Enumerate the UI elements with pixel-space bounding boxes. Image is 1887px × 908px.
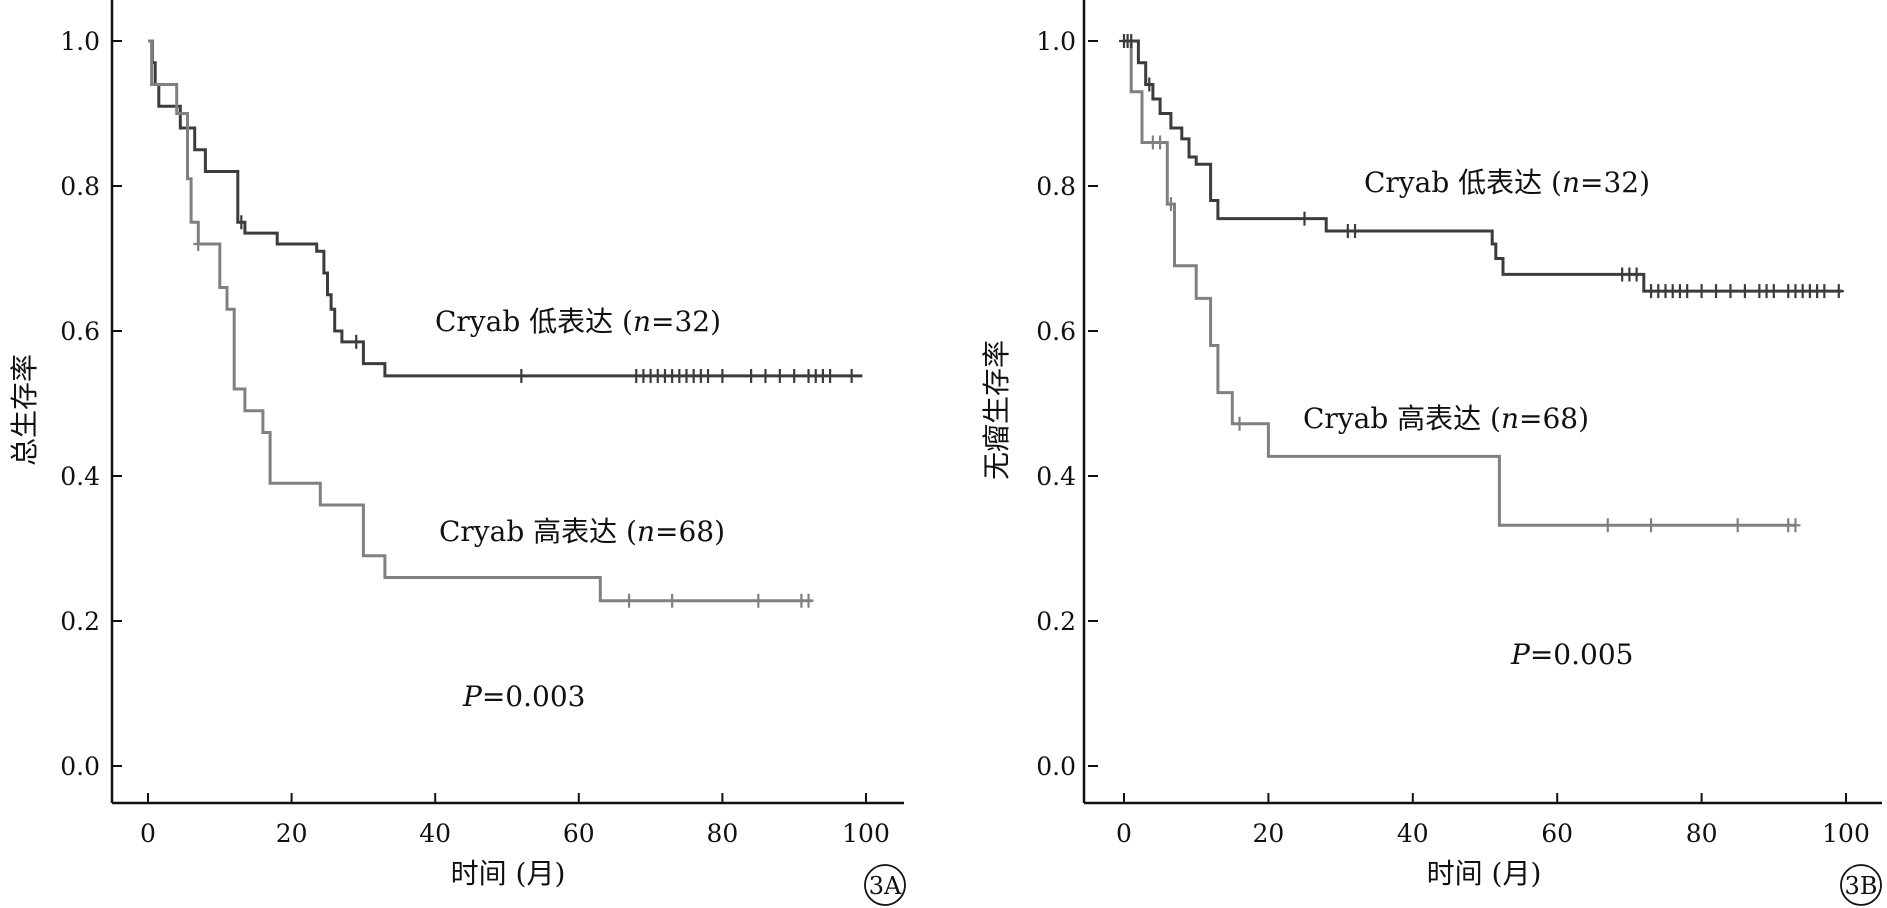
panel-label-3a: 3A bbox=[864, 864, 906, 906]
y-tick-label: 0.6 bbox=[60, 317, 100, 346]
censor-mark bbox=[1682, 284, 1693, 299]
svg-text:3B: 3B bbox=[1845, 872, 1878, 900]
y-axis-title: 无瘤生存率 bbox=[980, 340, 1013, 480]
y-tick-label: 0.0 bbox=[60, 752, 100, 781]
censor-mark bbox=[193, 237, 204, 251]
censor-mark bbox=[825, 368, 836, 383]
y-axis-title: 总生存率 bbox=[8, 354, 41, 466]
censor-mark bbox=[236, 215, 247, 230]
survival-curves bbox=[148, 39, 863, 603]
x-tick-label: 80 bbox=[1686, 819, 1718, 848]
tick-marks bbox=[112, 40, 867, 803]
censor-mark bbox=[717, 368, 728, 383]
chart-axes bbox=[1082, 0, 1882, 805]
x-tick-label: 40 bbox=[419, 819, 451, 848]
chart-axes bbox=[110, 0, 904, 805]
svg-text:3A: 3A bbox=[869, 872, 902, 900]
censor-mark bbox=[1739, 284, 1750, 299]
censor-mark bbox=[1126, 34, 1137, 48]
censor-mark bbox=[1299, 211, 1310, 226]
x-tick-label: 60 bbox=[563, 819, 595, 848]
x-tick-label: 100 bbox=[842, 819, 890, 848]
tick-marks bbox=[1088, 40, 1847, 803]
censor-mark bbox=[760, 368, 771, 383]
panel-label-3b: 3B bbox=[1840, 864, 1882, 906]
x-tick-label: 100 bbox=[1822, 819, 1870, 848]
censor-mark bbox=[1696, 284, 1707, 299]
x-tick-label: 0 bbox=[140, 819, 156, 848]
survival-curve-high-expression bbox=[148, 39, 813, 603]
censor-mark bbox=[1234, 416, 1245, 431]
y-tick-label: 1.0 bbox=[1036, 27, 1076, 56]
survival-curve-low-expression bbox=[1124, 39, 1843, 293]
p-value-annotation: P=0.005 bbox=[1510, 638, 1633, 671]
censor-mark bbox=[803, 593, 814, 608]
x-tick-label: 80 bbox=[706, 819, 738, 848]
y-tick-label: 0.8 bbox=[60, 172, 100, 201]
censor-mark bbox=[1602, 518, 1613, 533]
censor-mark bbox=[1790, 518, 1801, 533]
censor-mark bbox=[1155, 135, 1166, 150]
censor-mark bbox=[1350, 223, 1361, 238]
series-label-high: Cryab 高表达 (n=68) bbox=[1303, 402, 1589, 435]
y-tick-label: 0.4 bbox=[1036, 462, 1076, 491]
censor-mark bbox=[1768, 284, 1779, 299]
tick-labels: 0 20 40 60 80 100 0.0 0.2 0.4 0.6 0.8 1.0 bbox=[60, 27, 890, 848]
censor-marks bbox=[1119, 34, 1844, 533]
censor-mark bbox=[1732, 518, 1743, 533]
series-label-low: Cryab 低表达 (n=32) bbox=[435, 305, 721, 338]
censor-mark bbox=[516, 368, 527, 383]
survival-curve-low-expression bbox=[148, 39, 863, 378]
x-axis-title: 时间 (月) bbox=[1427, 857, 1542, 890]
censor-mark bbox=[1646, 518, 1657, 533]
censor-mark bbox=[1144, 77, 1155, 92]
x-tick-label: 20 bbox=[276, 819, 308, 848]
x-axis-title: 时间 (月) bbox=[451, 857, 566, 890]
tick-labels: 0 20 40 60 80 100 0.0 0.2 0.4 0.6 0.8 1.0 bbox=[1036, 27, 1870, 848]
censor-mark bbox=[746, 368, 757, 383]
x-tick-label: 20 bbox=[1252, 819, 1284, 848]
censor-marks bbox=[193, 215, 857, 608]
y-tick-label: 0.0 bbox=[1036, 752, 1076, 781]
censor-mark bbox=[789, 368, 800, 383]
censor-mark bbox=[1711, 284, 1722, 299]
chart-panel-3b: 0 20 40 60 80 100 0.0 0.2 0.4 0.6 0.8 1.0 Cryab 低表达… bbox=[980, 0, 1882, 906]
censor-mark bbox=[1833, 284, 1844, 299]
censor-mark bbox=[703, 368, 714, 383]
x-tick-label: 0 bbox=[1116, 819, 1132, 848]
series-label-high: Cryab 高表达 (n=68) bbox=[439, 515, 725, 548]
y-tick-label: 0.2 bbox=[1036, 607, 1076, 636]
censor-mark bbox=[774, 368, 785, 383]
censor-mark bbox=[667, 593, 678, 608]
censor-mark bbox=[1725, 284, 1736, 299]
censor-mark bbox=[753, 593, 764, 608]
y-tick-label: 1.0 bbox=[60, 27, 100, 56]
x-tick-label: 40 bbox=[1397, 819, 1429, 848]
censor-mark bbox=[846, 368, 857, 383]
x-tick-label: 60 bbox=[1541, 819, 1573, 848]
y-tick-label: 0.8 bbox=[1036, 172, 1076, 201]
censor-mark bbox=[1631, 267, 1642, 282]
y-tick-label: 0.6 bbox=[1036, 317, 1076, 346]
p-value-annotation: P=0.003 bbox=[462, 680, 585, 713]
censor-mark bbox=[351, 334, 362, 349]
censor-mark bbox=[1165, 197, 1176, 212]
survival-curve-high-expression bbox=[1124, 39, 1796, 527]
censor-mark bbox=[624, 593, 635, 608]
series-label-low: Cryab 低表达 (n=32) bbox=[1364, 166, 1650, 199]
survival-curves bbox=[1124, 39, 1843, 527]
y-tick-label: 0.4 bbox=[60, 462, 100, 491]
y-tick-label: 0.2 bbox=[60, 607, 100, 636]
censor-mark bbox=[1819, 284, 1830, 299]
chart-panel-3a: 0 20 40 60 80 100 0.0 0.2 0.4 0.6 0.8 1.0 Cryab 低表达… bbox=[8, 0, 906, 906]
